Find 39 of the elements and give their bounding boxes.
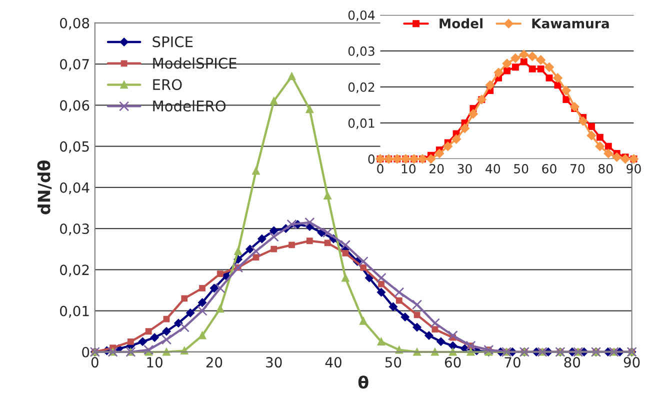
y-tick-label: 0,03 <box>60 224 89 236</box>
y-tick-label: 0,08 <box>60 18 90 30</box>
x-tick-label: 20 <box>206 357 222 368</box>
x-tick-label: 20 <box>430 164 444 174</box>
x-tick-label: 80 <box>564 357 580 368</box>
y-tick-label: 0,03 <box>348 46 374 58</box>
y-tick-label: 0,04 <box>348 10 375 22</box>
x-tick-label: 40 <box>486 164 500 174</box>
y-tick-label: 0,02 <box>60 264 89 277</box>
x-tick-label: 60 <box>542 164 556 174</box>
x-tick-label: 10 <box>147 357 162 368</box>
y-tick-label: 0,02 <box>348 82 374 94</box>
x-tick-label: 70 <box>504 357 520 368</box>
x-tick-label: 10 <box>402 164 416 174</box>
x-tick-label: 0 <box>91 357 98 368</box>
x-tick-label: 30 <box>458 164 472 174</box>
x-tick-label: 70 <box>570 164 585 174</box>
y-tick-label: 0,05 <box>60 141 89 154</box>
x-tick-label: 60 <box>444 357 461 368</box>
y-tick-label: 0,06 <box>60 100 90 112</box>
y-tick-label: 0,04 <box>60 182 90 194</box>
y-tick-label: 0,01 <box>60 306 89 318</box>
legend-label: Kawamura <box>532 18 609 28</box>
x-tick-label: 80 <box>598 164 613 174</box>
x-tick-label: 0 <box>377 164 384 174</box>
x-tick-label: 30 <box>266 357 282 368</box>
x-axis-title: θ <box>358 376 368 389</box>
y-tick-label: 0 <box>82 346 90 358</box>
x-tick-label: 50 <box>514 164 528 174</box>
x-tick-label: 40 <box>325 357 342 368</box>
x-tick-label: 50 <box>385 357 402 368</box>
legend-label: Model <box>440 18 482 28</box>
y-axis-title: dN/dθ <box>37 160 52 214</box>
y-tick-label: 0 <box>368 154 375 164</box>
legend-label: ERO <box>153 79 182 90</box>
y-tick-label: 0,07 <box>60 58 89 71</box>
x-tick-label: 90 <box>624 357 640 368</box>
legend-label: SPICE <box>152 36 193 48</box>
y-tick-label: 0,01 <box>348 118 374 130</box>
